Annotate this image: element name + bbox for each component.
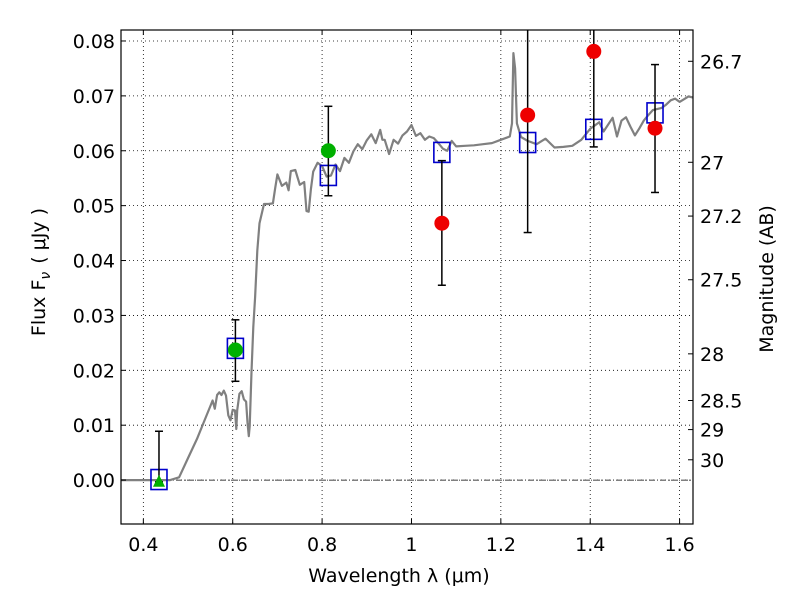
x-tick-label: 0.4: [128, 534, 158, 556]
x-tick-label: 0.8: [307, 534, 337, 556]
axes-frame: [120, 29, 694, 525]
magnitude-tick-label: 28: [700, 344, 724, 366]
x-tick-label: 1.2: [486, 534, 516, 556]
nir-detection-point: [647, 120, 663, 136]
nir-detection-point: [434, 215, 450, 231]
y-axis-label-subscript: ν: [38, 272, 54, 280]
magnitude-tick-label: 26.7: [700, 51, 742, 73]
model-sed-line: [121, 52, 694, 482]
magnitude-axis-label: Magnitude (AB): [756, 205, 778, 353]
x-tick-label: 0.6: [218, 534, 248, 556]
x-tick-label: 1.4: [575, 534, 605, 556]
optical-detection-point: [227, 342, 243, 358]
y-tick-label: 0.03: [73, 305, 115, 327]
nir-detection-point: [520, 107, 536, 123]
y-tick-label: 0.04: [73, 251, 115, 273]
model-photometry-point: [433, 141, 451, 164]
y-tick-label: 0.07: [73, 86, 115, 108]
plot-area: [121, 30, 694, 491]
nir-detection-point: [586, 43, 602, 59]
magnitude-tick-label: 29: [700, 420, 724, 442]
tick-labels: 0.4 0.6 0.8 1 1.2 1.4 1.6 0.00 0.01 0.02 0.03 0.04 0…: [73, 31, 743, 556]
y-tick-label: 0.01: [73, 415, 115, 437]
magnitude-tick-label: 27.5: [700, 270, 742, 292]
y-tick-label: 0.08: [73, 31, 115, 53]
y-axis-label-unit: ( μJy ): [28, 208, 50, 264]
magnitude-tick-label: 30: [700, 450, 724, 472]
y-tick-label: 0.06: [73, 141, 115, 163]
y-axis-label-main: Flux F: [28, 280, 50, 336]
y-tick-label: 0.05: [73, 196, 115, 218]
optical-detection-point: [320, 143, 336, 159]
y-axis-label: Flux Fν ( μJy ): [28, 208, 54, 336]
x-axis-label: Wavelength λ (μm): [308, 565, 489, 587]
y-tick-label: 0.02: [73, 360, 115, 382]
x-tick-label: 1: [405, 534, 417, 556]
x-tick-label: 1.6: [664, 534, 694, 556]
optical-upper-limit-point: [152, 474, 165, 487]
y-tick-label: 0.00: [73, 470, 115, 492]
magnitude-tick-label: 27.2: [700, 206, 742, 228]
axis-ticks: [121, 30, 693, 524]
magnitude-tick-label: 28.5: [700, 391, 742, 413]
grid-lines: [121, 30, 693, 524]
magnitude-tick-label: 27: [700, 152, 724, 174]
